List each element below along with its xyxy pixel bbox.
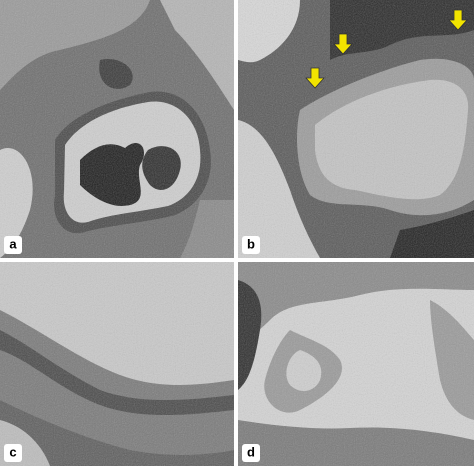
panel-label: c <box>9 444 16 459</box>
label-box <box>242 444 260 462</box>
panel-d: d <box>238 262 474 466</box>
panel-label: d <box>247 444 255 459</box>
label-box <box>242 236 260 254</box>
label-box <box>4 444 22 462</box>
arrows <box>305 9 468 89</box>
panel-c: c <box>0 262 234 466</box>
panel-label: a <box>9 236 17 251</box>
panel-label: b <box>247 236 255 251</box>
panel-b: b <box>238 0 474 258</box>
label-box <box>4 236 22 254</box>
panel-a: a <box>0 0 234 258</box>
